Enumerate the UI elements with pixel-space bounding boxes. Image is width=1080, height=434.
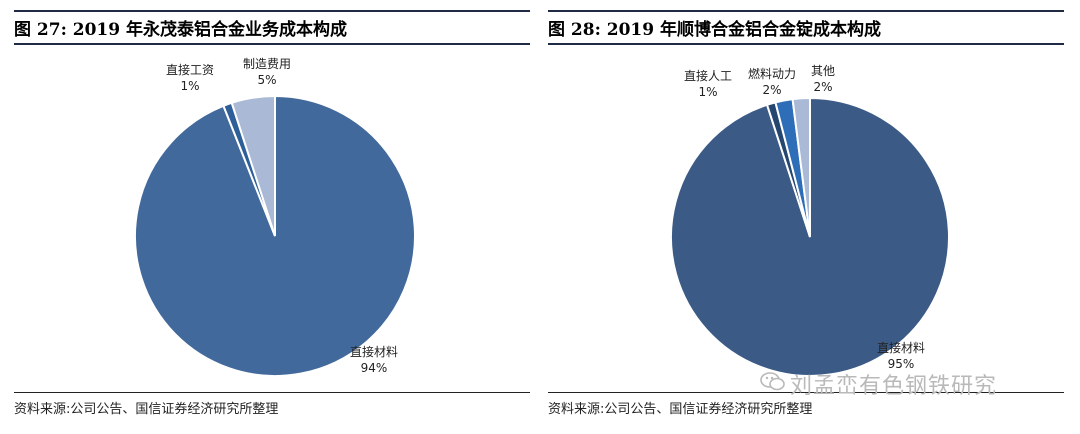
slice-label: 直接材料 <box>350 344 398 359</box>
footer-rule <box>14 392 530 393</box>
slice-percent-label: 2% <box>813 80 832 94</box>
pie-chart-left: 直接材料 94% 直接工资 1% 制造费用 5% <box>134 57 416 377</box>
title-bottom-rule <box>548 43 1064 45</box>
slice-percent-label: 2% <box>762 83 781 97</box>
slice-percent-label: 95% <box>888 357 915 371</box>
source-note: 资料来源:公司公告、国信证券经济研究所整理 <box>14 402 279 417</box>
pie-slice-3 <box>791 96 811 238</box>
title-bottom-rule <box>14 43 530 45</box>
title-top-rule <box>548 10 1064 12</box>
source-note: 资料来源:公司公告、国信证券经济研究所整理 <box>548 402 813 417</box>
right-chart-panel: 图 28: 2019 年顺博合金铝合金锭成本构成 直接材料 95% 直接人工 1% 燃料… <box>548 0 1064 434</box>
wechat-icon <box>760 372 785 391</box>
slice-label: 直接工资 <box>166 62 214 77</box>
slice-label: 制造费用 <box>243 57 291 71</box>
pie-chart-right: 直接材料 95% 直接人工 1% 燃料动力 2% 其他 2% <box>670 64 950 377</box>
watermark-text: 刘孟峦有色钢铁研究 <box>790 374 998 399</box>
chart-title: 图 28: 2019 年顺博合金铝合金锭成本构成 <box>548 20 882 40</box>
chart-title: 图 27: 2019 年永茂泰铝合金业务成本构成 <box>14 20 348 40</box>
title-top-rule <box>14 10 530 12</box>
slice-percent-label: 1% <box>698 85 717 99</box>
footer-rule <box>548 392 1064 393</box>
slice-label: 其他 <box>811 64 835 78</box>
slice-label: 直接材料 <box>877 340 925 355</box>
slice-label: 直接人工 <box>684 68 732 83</box>
slice-label: 燃料动力 <box>748 66 796 81</box>
left-chart-panel: 图 27: 2019 年永茂泰铝合金业务成本构成 直接材料 94% 直接工资 1% 制造… <box>14 0 530 434</box>
pie-slice-2 <box>230 94 276 237</box>
slice-percent-label: 1% <box>180 79 199 93</box>
slice-percent-label: 94% <box>361 361 388 375</box>
slice-percent-label: 5% <box>257 73 276 87</box>
